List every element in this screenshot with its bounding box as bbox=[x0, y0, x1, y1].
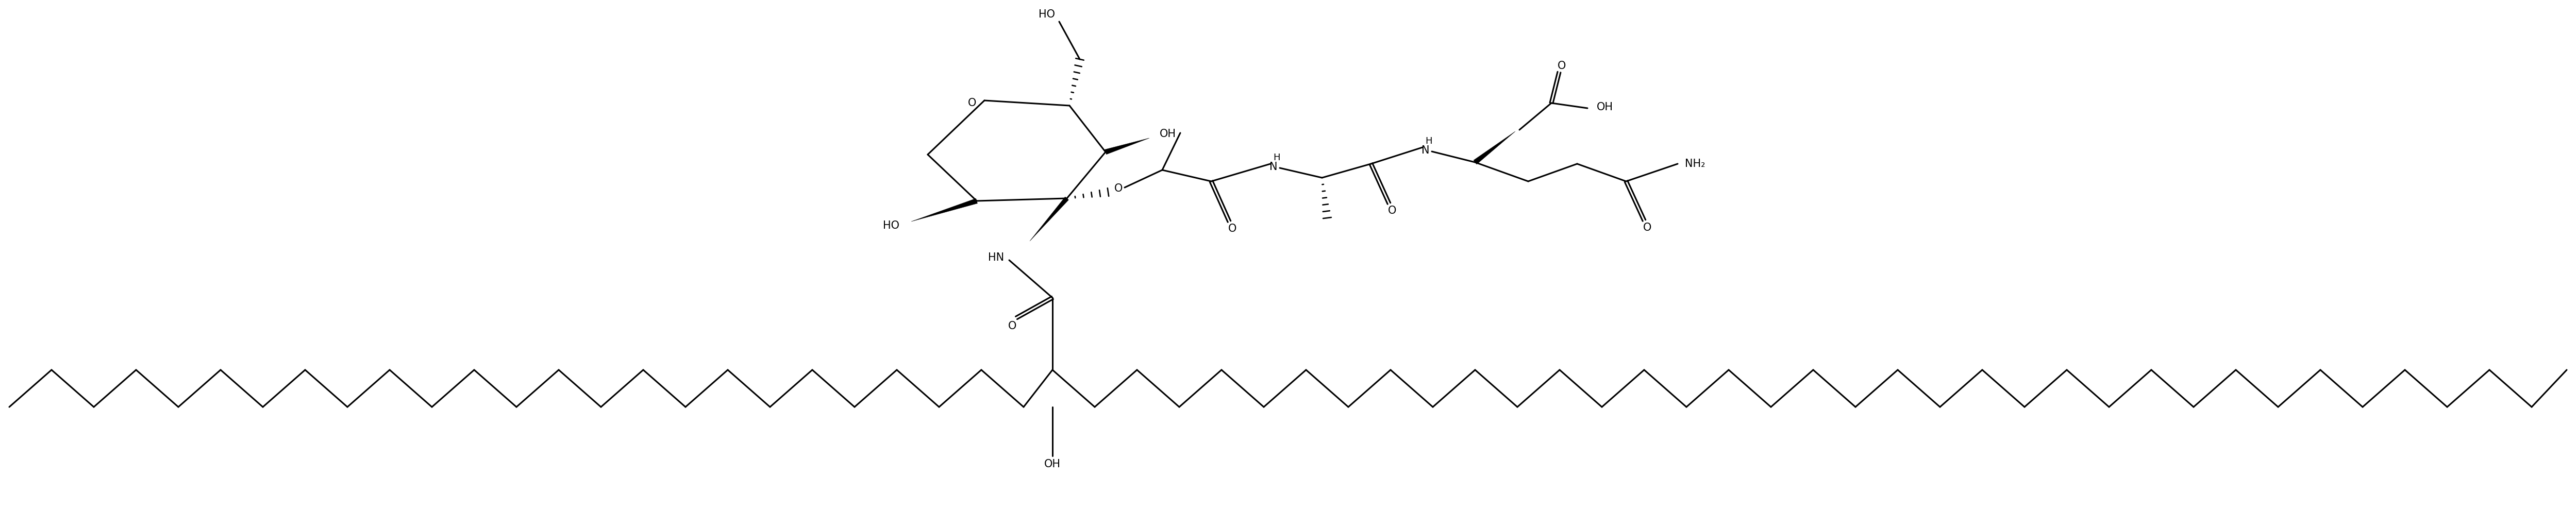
Text: H: H bbox=[1425, 137, 1432, 146]
Text: OH: OH bbox=[1043, 459, 1061, 469]
Polygon shape bbox=[1105, 138, 1149, 155]
Text: HO: HO bbox=[1038, 9, 1056, 19]
Text: O: O bbox=[1388, 206, 1396, 216]
Text: NH₂: NH₂ bbox=[1685, 159, 1705, 169]
Text: OH: OH bbox=[1597, 102, 1613, 112]
Polygon shape bbox=[1473, 132, 1515, 164]
Text: HO: HO bbox=[884, 220, 899, 231]
Text: HN: HN bbox=[989, 252, 1005, 263]
Text: O: O bbox=[969, 98, 976, 108]
Polygon shape bbox=[912, 198, 976, 221]
Text: N: N bbox=[1270, 162, 1278, 172]
Text: O: O bbox=[1643, 222, 1651, 233]
Polygon shape bbox=[1030, 197, 1069, 241]
Text: H: H bbox=[1273, 153, 1280, 162]
Text: O: O bbox=[1115, 184, 1123, 194]
Text: O: O bbox=[1229, 223, 1236, 234]
Text: O: O bbox=[1007, 321, 1018, 331]
Text: O: O bbox=[1558, 61, 1566, 71]
Text: OH: OH bbox=[1159, 129, 1177, 139]
Text: N: N bbox=[1422, 145, 1430, 156]
